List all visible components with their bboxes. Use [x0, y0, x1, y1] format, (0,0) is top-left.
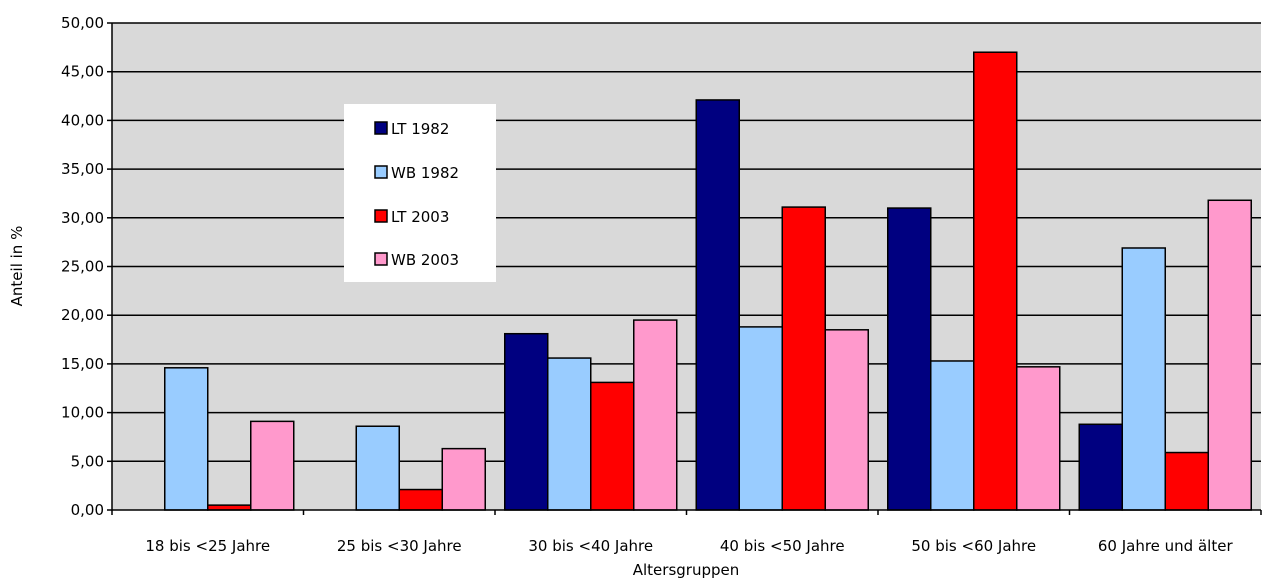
x-category-label: 25 bis <30 Jahre: [337, 537, 462, 555]
bars: [164, 51, 1252, 511]
legend-swatch: [374, 209, 388, 223]
y-tick-label: 35,00: [61, 160, 104, 178]
legend-label: LT 1982: [391, 120, 449, 138]
bar-lt-1982: [887, 207, 932, 511]
x-category-label: 18 bis <25 Jahre: [145, 537, 270, 555]
bar-lt-2003: [590, 381, 635, 511]
bar-wb-1982: [738, 326, 783, 511]
y-tick-label: 20,00: [61, 306, 104, 324]
bar-wb-2003: [1207, 199, 1252, 511]
y-tick-label: 30,00: [61, 209, 104, 227]
legend-label: WB 2003: [391, 251, 459, 269]
y-axis-title: Anteil in %: [8, 226, 26, 307]
bar-wb-2003: [1016, 366, 1061, 511]
bar-wb-1982: [547, 357, 592, 511]
bar-lt-1982: [695, 99, 740, 511]
y-axis-ticks: 0,00 5,00 10,00 15,00 20,00 25,00 30,00 35,00 40…: [61, 14, 112, 519]
x-category-label: 30 bis <40 Jahre: [528, 537, 653, 555]
legend-box: [344, 104, 496, 282]
x-axis-ticks: 18 bis <25 Jahre 25 bis <30 Jahre 30 bis <…: [111, 510, 1262, 555]
bar-wb-1982: [930, 360, 975, 511]
y-tick-label: 50,00: [61, 14, 104, 32]
legend: LT 1982 WB 1982 LT 2003 WB 2003: [344, 104, 496, 282]
bar-lt-1982: [1078, 423, 1123, 511]
bar-lt-2003: [398, 488, 443, 511]
bar-wb-2003: [250, 420, 295, 511]
bar-wb-1982: [164, 367, 209, 511]
legend-label: WB 1982: [391, 164, 459, 182]
y-tick-label: 25,00: [61, 258, 104, 276]
bar-wb-2003: [441, 447, 486, 511]
y-tick-label: 40,00: [61, 111, 104, 129]
y-tick-label: 0,00: [71, 501, 104, 519]
x-category-label: 50 bis <60 Jahre: [911, 537, 1036, 555]
y-tick-label: 45,00: [61, 63, 104, 81]
bar-lt-2003: [1164, 451, 1209, 511]
bar-wb-2003: [824, 329, 869, 511]
bar-lt-1982: [504, 332, 549, 511]
x-category-label: 60 Jahre und älter: [1098, 537, 1234, 555]
bar-lt-2003: [781, 206, 826, 511]
bar-wb-1982: [1121, 247, 1166, 511]
legend-label: LT 2003: [391, 208, 449, 226]
x-axis-title: Altersgruppen: [633, 561, 740, 579]
y-tick-label: 5,00: [71, 452, 104, 470]
bar-wb-2003: [633, 319, 678, 511]
legend-swatch: [374, 165, 388, 179]
bar-lt-2003: [973, 51, 1018, 511]
bar-wb-1982: [355, 425, 400, 511]
legend-swatch: [374, 252, 388, 266]
y-tick-label: 15,00: [61, 355, 104, 373]
legend-swatch: [374, 121, 388, 135]
x-category-label: 40 bis <50 Jahre: [720, 537, 845, 555]
y-tick-label: 10,00: [61, 404, 104, 422]
gridlines: [112, 22, 1261, 463]
